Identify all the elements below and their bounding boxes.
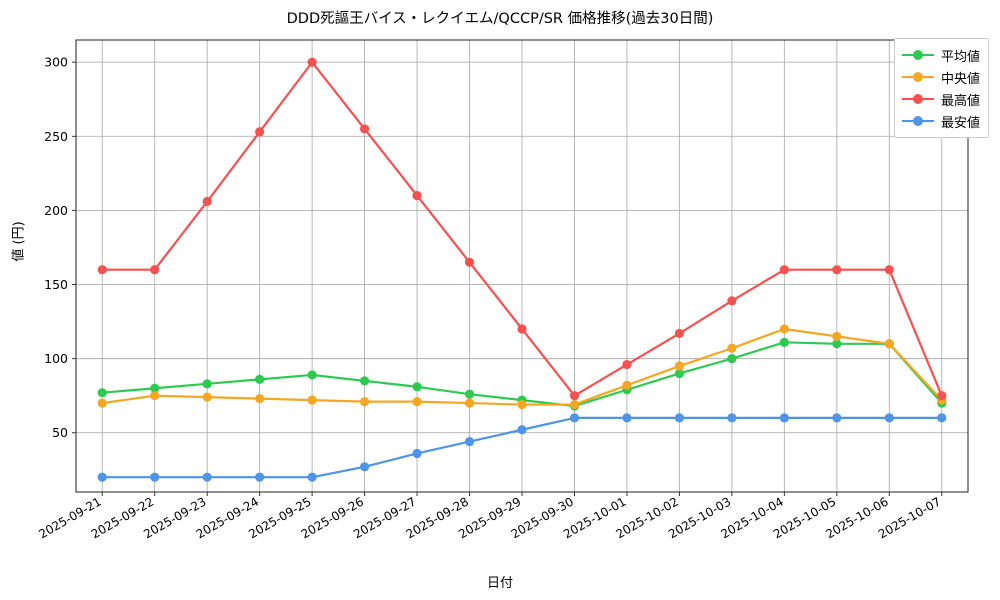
legend-marker-icon: [901, 70, 934, 84]
data-point: [412, 448, 422, 459]
x-axis-label: 日付: [486, 576, 513, 591]
data-point: [412, 191, 422, 201]
data-point: [359, 462, 370, 472]
data-point: [832, 413, 842, 423]
data-point: [517, 425, 527, 435]
data-point: [150, 383, 160, 393]
data-point: [150, 391, 160, 401]
data-point: [307, 57, 317, 67]
data-point: [832, 265, 842, 275]
data-point: [674, 361, 685, 371]
data-point: [674, 328, 685, 339]
data-point: [97, 472, 107, 482]
data-point: [622, 359, 632, 370]
svg-text:50: 50: [52, 425, 68, 440]
data-point: [674, 368, 685, 379]
data-point: [884, 413, 894, 423]
data-point: [569, 391, 580, 401]
data-point: [97, 388, 107, 398]
legend-label: 最安値: [940, 115, 980, 131]
legend-label: 平均値: [940, 49, 980, 65]
svg-text:250: 250: [44, 129, 68, 144]
svg-text:300: 300: [44, 55, 68, 70]
data-point: [569, 413, 580, 423]
data-point: [674, 413, 685, 423]
data-point: [202, 196, 212, 207]
data-point: [202, 472, 212, 482]
data-point: [727, 296, 737, 306]
data-point: [779, 324, 789, 334]
data-point: [97, 265, 107, 275]
data-point: [622, 413, 632, 423]
data-point: [202, 392, 212, 402]
data-point: [255, 472, 265, 482]
legend-marker-icon: [901, 92, 934, 106]
data-point: [412, 397, 422, 407]
legend-marker-icon: [901, 48, 934, 62]
data-point: [779, 265, 789, 275]
data-point: [517, 399, 527, 410]
data-point: [622, 380, 632, 390]
data-point: [464, 389, 475, 399]
data-point: [150, 265, 160, 275]
data-point: [779, 337, 789, 347]
legend-item-3[interactable]: 最安値: [901, 110, 980, 132]
data-point: [464, 257, 475, 267]
data-point: [307, 370, 317, 380]
data-point: [937, 413, 947, 423]
data-point: [779, 413, 789, 423]
legend-label: 最高値: [940, 93, 980, 109]
data-point: [832, 331, 842, 341]
svg-text:200: 200: [44, 203, 68, 218]
data-point: [307, 472, 317, 482]
data-point: [727, 354, 737, 364]
legend-label: 中央値: [940, 71, 980, 87]
data-point: [97, 398, 107, 408]
chart-title: DDD死謳王バイス・レクイエム/QCCP/SR 価格推移(過去30日間): [286, 11, 714, 27]
legend-item-2[interactable]: 最高値: [901, 88, 980, 110]
data-point: [832, 339, 842, 349]
data-point: [727, 343, 737, 353]
data-point: [359, 397, 370, 407]
svg-text:150: 150: [44, 277, 68, 292]
legend-marker-icon: [901, 114, 934, 128]
legend-item-0[interactable]: 平均値: [901, 44, 980, 66]
chart-legend: 平均値中央値最高値最安値: [893, 38, 989, 138]
data-point: [255, 127, 265, 137]
data-point: [464, 398, 475, 408]
data-point: [884, 265, 894, 275]
svg-text:100: 100: [44, 351, 68, 366]
data-point: [359, 124, 370, 134]
legend-item-1[interactable]: 中央値: [901, 66, 980, 88]
data-point: [255, 394, 265, 404]
data-point: [202, 379, 212, 389]
data-point: [884, 339, 894, 349]
data-point: [412, 382, 422, 392]
data-point: [255, 374, 265, 384]
data-point: [307, 395, 317, 405]
data-point: [464, 437, 475, 447]
data-point: [569, 399, 580, 410]
data-point: [937, 391, 947, 401]
data-point: [150, 472, 160, 482]
data-point: [359, 376, 370, 386]
data-point: [727, 413, 737, 423]
data-point: [517, 324, 527, 334]
